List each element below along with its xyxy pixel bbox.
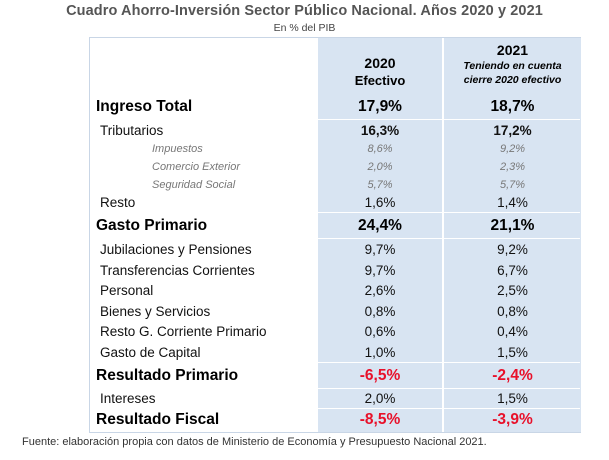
table-row: Resultado Primario -6,5% -2,4% bbox=[90, 364, 580, 388]
column-header-2020: 2020 Efectivo bbox=[318, 54, 442, 90]
value-2020: 8,6% bbox=[367, 142, 393, 155]
table-row: Gasto de Capital 1,0% 1,5% bbox=[90, 342, 580, 362]
column-2020-background bbox=[318, 38, 442, 432]
row-label: Personal bbox=[100, 282, 154, 298]
row-label: Resto bbox=[100, 194, 136, 210]
table-row: Resultado Fiscal -8,5% -3,9% bbox=[90, 408, 580, 432]
value-2020: 16,3% bbox=[360, 122, 400, 138]
value-2020: 2,6% bbox=[364, 282, 396, 298]
row-label: Resultado Fiscal bbox=[96, 411, 220, 428]
row-label: Comercio Exterior bbox=[152, 160, 241, 173]
table-subtitle: En % del PIB bbox=[273, 22, 336, 34]
value-2021: -2,4% bbox=[492, 367, 533, 384]
table-row: Transferencias Corrientes 9,7% 6,7% bbox=[90, 260, 580, 280]
column-2021-background bbox=[444, 38, 581, 432]
value-2020: 0,6% bbox=[364, 323, 396, 339]
value-2020: 24,4% bbox=[358, 216, 402, 234]
value-2021: 9,2% bbox=[499, 142, 526, 155]
row-divider bbox=[90, 238, 580, 239]
column-header-2020-sub: Efectivo bbox=[354, 73, 406, 88]
row-divider bbox=[90, 408, 580, 409]
value-2021: 6,7% bbox=[497, 262, 528, 278]
value-2021: 1,5% bbox=[497, 390, 528, 406]
value-2020: 0,8% bbox=[364, 303, 396, 319]
value-2020: 1,6% bbox=[364, 194, 396, 210]
value-2021: 0,8% bbox=[497, 303, 528, 319]
table-row: Intereses 2,0% 1,5% bbox=[90, 388, 580, 408]
value-2020: 2,0% bbox=[367, 160, 393, 173]
table-row: Comercio Exterior 2,0% 2,3% bbox=[90, 158, 580, 175]
row-label: Resto G. Corriente Primario bbox=[100, 323, 267, 339]
table-row: Tributarios 16,3% 17,2% bbox=[90, 120, 580, 140]
value-2021: 9,2% bbox=[497, 241, 528, 257]
value-2021: 18,7% bbox=[490, 97, 535, 115]
value-2021: 5,7% bbox=[499, 178, 526, 191]
value-2021: 1,4% bbox=[497, 194, 528, 210]
row-label: Gasto de Capital bbox=[100, 344, 201, 360]
value-2020: 5,7% bbox=[367, 178, 393, 191]
row-label: Ingreso Total bbox=[96, 97, 193, 115]
value-2020: 9,7% bbox=[364, 241, 396, 257]
row-label: Intereses bbox=[100, 390, 156, 406]
column-header-2021-note-line1: Teniendo en cuenta bbox=[463, 60, 562, 72]
value-2021: -3,9% bbox=[492, 411, 533, 428]
value-2020: -6,5% bbox=[359, 367, 401, 384]
row-divider bbox=[90, 212, 580, 213]
row-label: Resultado Primario bbox=[96, 367, 239, 384]
value-2021: 2,5% bbox=[497, 282, 528, 298]
table-row: Personal 2,6% 2,5% bbox=[90, 280, 580, 300]
row-divider bbox=[90, 388, 580, 389]
value-2021: 21,1% bbox=[490, 216, 535, 234]
value-2020: 9,7% bbox=[364, 262, 396, 278]
table-row: Ingreso Total 17,9% 18,7% bbox=[90, 94, 580, 119]
column-header-2021-note-line2: cierre 2020 efectivo bbox=[463, 74, 562, 86]
row-divider bbox=[90, 362, 580, 363]
row-label: Transferencias Corrientes bbox=[100, 262, 255, 278]
table-row: Gasto Primario 24,4% 21,1% bbox=[90, 213, 580, 238]
table-row: Jubilaciones y Pensiones 9,7% 9,2% bbox=[90, 239, 580, 259]
value-2021: 2,3% bbox=[499, 160, 526, 173]
row-label: Seguridad Social bbox=[152, 178, 236, 191]
value-2020: 17,9% bbox=[358, 97, 402, 115]
column-header-2021: 2021 Teniendo en cuenta cierre 2020 efec… bbox=[444, 41, 581, 87]
table-row: Resto G. Corriente Primario 0,6% 0,4% bbox=[90, 321, 580, 341]
table-row: Bienes y Servicios 0,8% 0,8% bbox=[90, 301, 580, 321]
row-label: Impuestos bbox=[152, 142, 203, 155]
value-2021: 0,4% bbox=[497, 323, 528, 339]
table-row: Seguridad Social 5,7% 5,7% bbox=[90, 176, 580, 193]
table-title: Cuadro Ahorro-Inversión Sector Público N… bbox=[66, 3, 543, 19]
value-2021: 1,5% bbox=[497, 344, 528, 360]
value-2021: 17,2% bbox=[493, 122, 532, 138]
fiscal-table: 2020 Efectivo 2021 Teniendo en cuenta ci… bbox=[89, 37, 581, 433]
row-divider bbox=[90, 119, 580, 120]
row-label: Tributarios bbox=[100, 122, 164, 138]
column-header-2021-year: 2021 bbox=[496, 42, 529, 58]
value-2020: 2,0% bbox=[364, 390, 396, 406]
row-label: Bienes y Servicios bbox=[100, 303, 211, 319]
column-header-2020-year: 2020 bbox=[364, 55, 396, 71]
value-2020: 1,0% bbox=[364, 344, 396, 360]
value-2020: -8,5% bbox=[359, 411, 401, 428]
table-row: Resto 1,6% 1,4% bbox=[90, 192, 580, 212]
row-label: Jubilaciones y Pensiones bbox=[100, 241, 252, 257]
row-label: Gasto Primario bbox=[96, 216, 208, 234]
table-row: Impuestos 8,6% 9,2% bbox=[90, 140, 580, 157]
source-note: Fuente: elaboración propia con datos de … bbox=[22, 436, 487, 448]
